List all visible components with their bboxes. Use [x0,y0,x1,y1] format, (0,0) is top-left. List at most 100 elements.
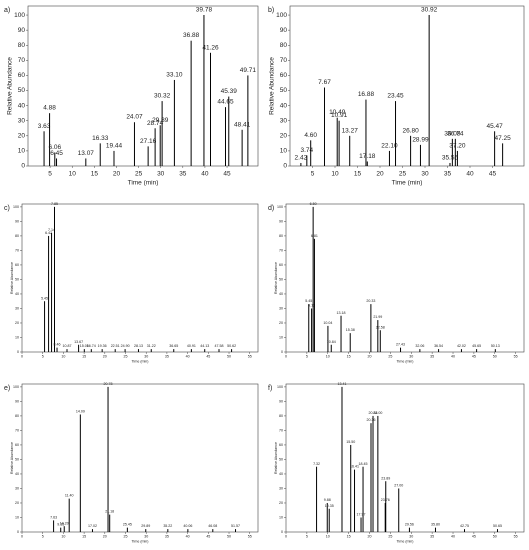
y-tick-label: 60 [18,72,26,79]
x-tick-label: 50 [493,534,497,538]
y-tick-label: 30 [18,117,26,124]
peak-label: 13.27 [342,127,359,134]
peak-label: 35.22 [163,524,172,528]
peak-label: 17.97 [357,513,366,517]
peak-label: 6.13 [308,304,315,308]
x-tick-label: 25 [124,534,128,538]
peak-label: 50.62 [227,344,236,348]
peak-label: 16.74 [87,344,96,348]
x-tick-label: 45 [206,534,210,538]
peak-label: 47.58 [214,344,223,348]
y-tick-label: 70 [279,428,283,432]
peak-label: 36.88 [183,32,200,39]
peak-label: 45.47 [486,123,503,130]
peak-label: 13.18 [337,311,346,315]
x-tick-label: 30 [421,171,429,178]
peak-label: 29.89 [152,117,169,124]
y-tick-label: 90 [280,27,288,34]
peak-label: 30.92 [421,7,438,14]
y-tick-label: 50 [18,87,26,94]
peak-label: 29.89 [141,524,150,528]
y-tick-label: 100 [277,385,283,389]
y-tick-label: 0 [283,163,287,170]
x-tick-label: 55 [248,534,252,538]
x-axis-label: Time (min) [396,359,413,363]
peak-label: 23.45 [387,93,404,100]
x-tick-label: 20 [113,171,121,178]
y-tick-label: 80 [280,42,288,49]
x-tick-label: 50 [493,354,497,358]
peak-label: 25.45 [123,523,132,527]
x-tick-label: 5 [311,171,315,178]
peak-label: 40.06 [183,524,192,528]
x-tick-label: 20 [103,354,107,358]
y-tick-label: 20 [18,133,26,140]
y-tick-label: 10 [280,148,288,155]
x-tick-label: 35 [165,534,169,538]
peak-label: 15.50 [346,440,355,444]
y-tick-label: 40 [279,472,283,476]
peak-label: 9.35 [57,523,64,527]
x-tick-label: 10 [331,171,339,178]
y-tick-label: 0 [281,350,283,354]
y-tick-label: 60 [279,263,283,267]
peak-label: 17.18 [359,153,376,160]
x-tick-label: 25 [124,354,128,358]
peak-label: 7.14 [48,228,55,232]
peak-label: 50.65 [493,524,502,528]
x-tick-label: 35 [430,534,434,538]
y-tick-label: 30 [279,306,283,310]
x-tick-label: 40 [201,171,209,178]
y-tick-label: 50 [15,457,19,461]
x-axis-label: Time (min) [128,180,159,187]
y-tick-label: 80 [18,42,26,49]
x-tick-label: 10 [326,534,330,538]
y-tick-label: 0 [17,350,19,354]
y-tick-label: 20 [280,133,288,140]
peak-label: 10.91 [331,112,348,119]
y-tick-label: 100 [13,385,19,389]
x-tick-label: 15 [354,171,362,178]
y-tick-label: 40 [279,292,283,296]
x-tick-label: 5 [306,354,308,358]
x-tick-label: 30 [409,354,413,358]
y-tick-label: 30 [15,306,19,310]
peak-label: 22.51 [111,344,120,348]
peak-label: 2.42 [295,154,308,161]
y-tick-label: 90 [279,399,283,403]
y-tick-label: 100 [14,12,25,19]
x-tick-label: 40 [451,534,455,538]
y-tick-label: 40 [18,102,26,109]
x-tick-label: 0 [21,534,23,538]
y-axis-label: Relative Abundance [10,442,14,474]
y-axis-label: Relative Abundance [269,57,276,115]
peak-label: 36.74 [447,130,464,137]
peak-label: 48.41 [234,121,251,128]
peak-label: 20.78 [104,382,113,386]
panel-label: c) [4,205,10,212]
y-tick-label: 70 [280,57,288,64]
y-tick-label: 100 [277,205,283,209]
peak-label: 31.22 [147,344,156,348]
peak-label: 22.10 [381,142,398,149]
peak-label: 7.85 [51,202,58,206]
peak-label: 20.33 [366,299,375,303]
x-tick-label: 0 [21,354,23,358]
x-tick-label: 35 [179,171,187,178]
y-tick-label: 90 [15,399,19,403]
peak-label: 8.46 [54,343,61,347]
plot-frame [27,5,259,167]
x-tick-label: 15 [347,354,351,358]
y-tick-label: 70 [15,248,19,252]
x-axis-label: Time (min) [392,180,423,187]
x-tick-label: 20 [368,534,372,538]
y-tick-label: 60 [280,72,288,79]
x-tick-label: 25 [388,354,392,358]
peak-label: 5.45 [41,296,48,300]
peak-label: 3.74 [301,147,314,154]
plot-frame [21,203,259,353]
y-tick-label: 60 [15,443,19,447]
peak-label: 4.88 [43,105,56,112]
peak-label: 20.36 [367,418,376,422]
